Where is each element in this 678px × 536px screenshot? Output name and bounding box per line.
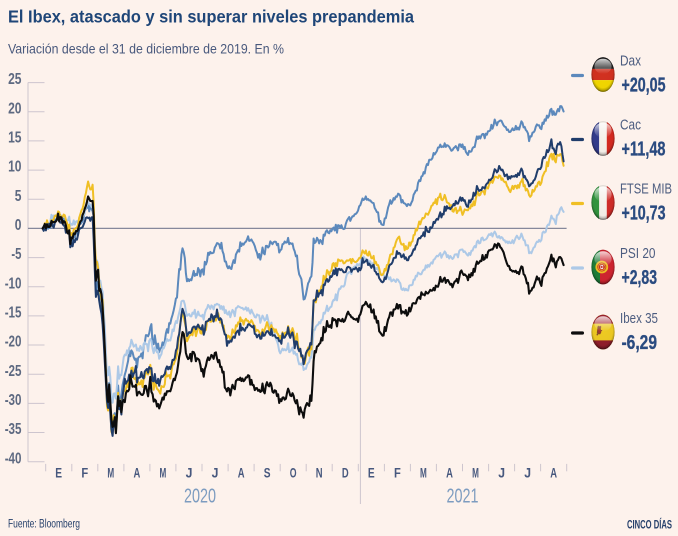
svg-text:10: 10 [8, 159, 21, 176]
svg-text:2021: 2021 [447, 486, 479, 508]
svg-text:+11,48: +11,48 [622, 138, 666, 161]
svg-text:20: 20 [8, 100, 21, 117]
svg-text:2020: 2020 [184, 486, 216, 508]
svg-text:El Ibex, atascado y sin supera: El Ibex, atascado y sin superar niveles … [8, 7, 414, 27]
svg-text:N: N [316, 466, 323, 481]
svg-text:Cac: Cac [620, 118, 641, 134]
svg-text:+10,73: +10,73 [622, 202, 666, 225]
svg-text:-35: -35 [5, 421, 22, 438]
svg-text:J: J [524, 466, 531, 481]
svg-text:O: O [290, 466, 297, 481]
svg-text:E: E [368, 466, 375, 481]
svg-text:J: J [212, 466, 219, 481]
svg-text:-5: -5 [11, 246, 21, 263]
svg-text:-15: -15 [5, 305, 22, 322]
svg-text:0: 0 [15, 217, 22, 234]
svg-text:A: A [550, 466, 557, 481]
svg-text:5: 5 [15, 188, 22, 205]
svg-text:-30: -30 [5, 392, 22, 409]
svg-text:+20,05: +20,05 [622, 74, 666, 97]
svg-text:-6,29: -6,29 [622, 331, 658, 354]
svg-text:-20: -20 [5, 334, 22, 351]
svg-text:M: M [160, 466, 167, 481]
svg-text:M: M [472, 466, 479, 481]
svg-text:M: M [420, 466, 427, 481]
svg-text:CINCO DÍAS: CINCO DÍAS [627, 519, 672, 532]
svg-text:F: F [81, 466, 88, 481]
svg-text:Variación desde el 31 de dicie: Variación desde el 31 de diciembre de 20… [8, 41, 284, 57]
svg-text:Fuente: Bloomberg: Fuente: Bloomberg [8, 519, 80, 531]
svg-text:E: E [55, 466, 62, 481]
svg-text:D: D [342, 466, 349, 481]
svg-text:M: M [107, 466, 114, 481]
svg-text:J: J [498, 466, 505, 481]
svg-text:-25: -25 [5, 363, 22, 380]
svg-text:25: 25 [8, 71, 21, 88]
svg-text:FTSE MIB: FTSE MIB [620, 182, 672, 198]
svg-text:PSI 20: PSI 20 [620, 246, 656, 262]
svg-text:A: A [446, 466, 453, 481]
svg-text:-10: -10 [5, 275, 22, 292]
svg-text:Dax: Dax [620, 54, 642, 70]
svg-text:F: F [394, 466, 401, 481]
svg-text:Ibex 35: Ibex 35 [620, 311, 658, 327]
svg-text:S: S [264, 466, 271, 481]
svg-text:+2,83: +2,83 [622, 266, 658, 289]
svg-text:15: 15 [8, 130, 21, 147]
svg-text:A: A [238, 466, 245, 481]
svg-text:J: J [186, 466, 193, 481]
svg-text:A: A [134, 466, 141, 481]
svg-text:-40: -40 [5, 450, 22, 467]
